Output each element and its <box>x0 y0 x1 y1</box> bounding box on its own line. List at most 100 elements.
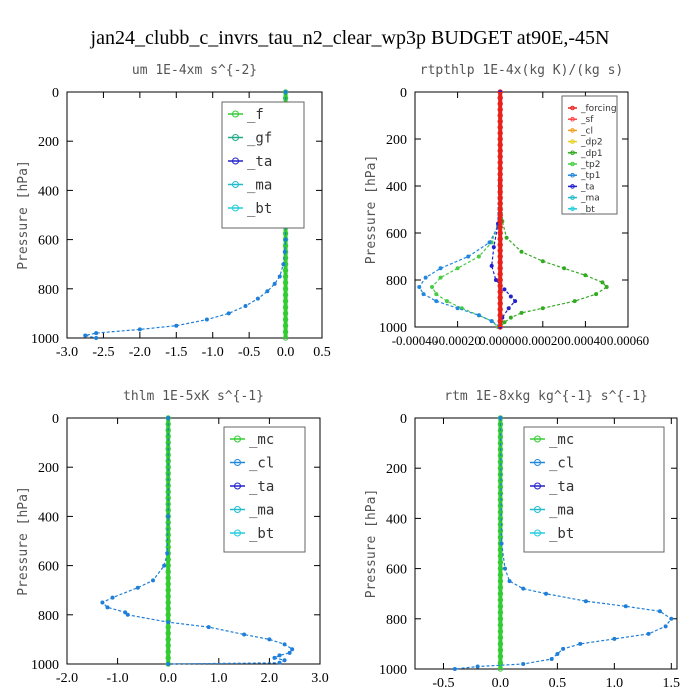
y-tick-label: 0 <box>400 412 407 427</box>
series-marker <box>497 247 503 254</box>
legend: _forcing_sf_cl _dp2_dp1_tp2_tp1_ta _ma_bt <box>561 95 618 215</box>
series-line <box>418 91 501 328</box>
series-marker <box>166 662 171 666</box>
series-marker <box>267 637 272 642</box>
series-marker <box>497 289 503 295</box>
x-tick-label: -0.00020 <box>434 333 481 348</box>
x-tick-label: 0.5 <box>549 676 567 691</box>
legend-label: _bt <box>249 526 274 542</box>
series-marker <box>476 254 481 259</box>
legend-label: _bt <box>549 526 574 542</box>
legend-label: _dp1 <box>580 149 603 159</box>
series-marker <box>282 255 289 261</box>
series-marker <box>497 616 504 622</box>
series-marker <box>265 289 270 294</box>
legend-label: _mc <box>249 432 274 448</box>
series-marker <box>604 285 609 290</box>
series-marker <box>497 118 503 125</box>
series-marker <box>499 541 504 546</box>
series-marker <box>123 610 128 615</box>
series-marker <box>282 329 289 335</box>
series-marker <box>287 650 292 655</box>
series-marker <box>497 124 503 130</box>
series-marker <box>497 653 504 660</box>
series-marker <box>165 642 171 649</box>
series-marker <box>94 336 99 340</box>
series-marker <box>497 142 503 148</box>
legend-label: _ta <box>580 182 595 192</box>
series-marker <box>452 667 457 671</box>
legend-label: _ma <box>249 503 274 519</box>
series-marker <box>497 603 504 609</box>
legend-marker <box>570 150 575 156</box>
series-marker <box>497 283 503 289</box>
series-marker <box>540 306 545 311</box>
legend-marker <box>232 134 239 141</box>
series-marker <box>277 660 282 665</box>
series-marker <box>497 565 504 572</box>
series-marker <box>497 153 503 160</box>
series-marker <box>165 655 171 661</box>
legend-label: _cl <box>580 126 593 136</box>
series-marker <box>165 581 171 587</box>
plot-frame <box>414 417 678 670</box>
series-marker <box>497 130 503 136</box>
series-marker <box>282 230 289 237</box>
legend-label: _tp2 <box>580 160 600 170</box>
series-marker <box>165 612 171 618</box>
legend-box <box>561 95 618 215</box>
series-marker <box>497 660 504 666</box>
series-marker <box>282 658 287 663</box>
legend-label: _f <box>247 107 264 123</box>
series-marker <box>572 299 577 304</box>
legend-label: _gf <box>247 131 272 147</box>
series-marker <box>497 148 503 154</box>
series-marker <box>497 294 503 301</box>
series-marker <box>497 609 504 616</box>
series-marker <box>421 292 426 297</box>
series-marker <box>506 306 511 311</box>
series-marker <box>497 496 504 503</box>
series-marker <box>282 249 287 254</box>
series-marker <box>282 298 289 304</box>
series-marker <box>493 278 498 282</box>
series-marker <box>277 653 282 658</box>
legend-marker <box>232 204 239 212</box>
legend-label: _ta <box>549 479 574 495</box>
series-marker <box>135 585 140 590</box>
y-tick-label: 1000 <box>31 332 59 347</box>
series-marker <box>497 177 503 183</box>
series-marker <box>282 286 289 292</box>
series-marker <box>204 317 209 322</box>
series-marker <box>497 318 503 324</box>
series-marker <box>502 287 507 292</box>
series-line <box>431 91 501 328</box>
series-tp1 <box>417 90 503 329</box>
series-marker <box>555 651 560 656</box>
legend-marker <box>570 161 575 167</box>
series-marker <box>174 323 179 328</box>
series-marker <box>594 292 599 297</box>
series-marker <box>282 642 287 647</box>
y-tick-label: 200 <box>38 135 59 150</box>
legend-label: _mc <box>549 432 574 448</box>
legend-label: _bt <box>580 205 595 215</box>
y-axis-label: Pressure [hPa] <box>364 155 379 265</box>
y-tick-label: 1000 <box>379 321 407 336</box>
legend-marker <box>232 181 239 188</box>
legend-marker <box>534 459 541 466</box>
series-marker <box>583 273 588 278</box>
series-marker <box>125 612 130 617</box>
x-tick-label: 1.0 <box>606 676 624 691</box>
legend-marker <box>570 206 575 212</box>
legend-box <box>523 426 665 553</box>
chart-panel-3: thlm 1E-5xK s^{-1} Pressure [hPa] -2.0 -1.0… <box>16 389 329 686</box>
series-marker <box>519 310 524 315</box>
series-marker <box>94 331 99 336</box>
series-marker <box>455 306 460 311</box>
series-marker <box>612 636 617 641</box>
x-tick-label: 0.00040 <box>564 333 606 348</box>
legend: _f _gf _ta _ma _bt <box>221 101 305 229</box>
y-axis-label: Pressure [hPa] <box>16 486 31 596</box>
series-marker <box>282 95 289 101</box>
